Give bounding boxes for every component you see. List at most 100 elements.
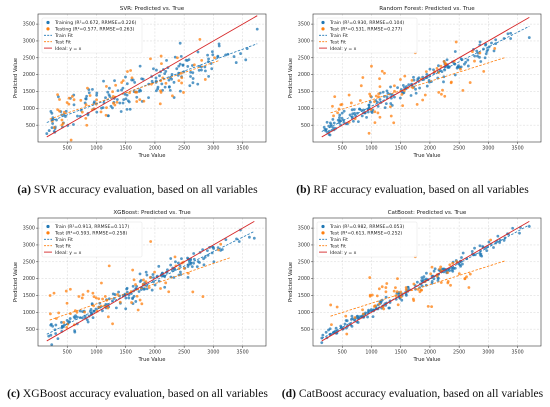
data-point [137,290,141,293]
data-point [97,297,101,301]
data-point [111,292,115,296]
data-point [119,110,123,113]
data-point [80,110,84,114]
data-point [383,71,386,75]
data-point [95,110,99,114]
x-tick-label: 2500 [178,350,190,356]
data-point [142,99,146,103]
data-point [189,262,192,266]
data-point [334,326,338,330]
data-point [388,306,391,310]
y-tick-label: 1500 [23,89,35,95]
data-point [449,81,453,85]
data-point [186,65,190,68]
data-point [147,96,150,100]
data-point [139,89,143,93]
series-group [320,220,531,345]
legend-marker [321,27,325,31]
y-axis-label: Predicted Value [13,58,19,98]
caption-svr: (a) SVR accuracy evaluation, based on al… [0,183,275,196]
data-point [392,289,396,293]
data-point [186,256,189,260]
data-point [121,86,125,90]
data-point [454,40,458,44]
fit-line [321,224,530,339]
fit-line [330,56,507,114]
data-point [368,100,372,104]
data-point [47,334,51,338]
data-point [76,114,79,118]
data-point [448,263,452,267]
data-point [216,54,220,58]
data-point [192,63,196,67]
data-point [423,93,427,97]
data-point [393,89,396,93]
data-point [192,252,196,255]
data-point [101,309,104,313]
data-point [58,98,61,101]
data-point [173,255,177,259]
data-point [64,115,67,118]
caption-text: SVR accuracy evaluation, based on all va… [30,183,258,196]
data-point [180,76,184,80]
legend-label: Train (R²=0.913, RRMSE=0.117) [54,224,129,230]
data-point [182,91,185,94]
data-point [244,58,248,62]
data-point [114,306,118,310]
data-point [48,312,52,316]
data-point [392,121,396,125]
data-point [414,91,418,95]
data-point [184,58,188,62]
data-point [373,121,377,125]
data-point [369,94,372,98]
data-point [106,306,110,310]
data-point [349,101,353,105]
data-point [85,318,89,322]
fit-line [330,260,507,317]
data-point [396,86,399,90]
legend-box [41,17,143,54]
data-point [389,85,392,89]
x-tick-label: 3000 [482,146,494,152]
data-point [239,52,242,55]
data-point [72,98,76,102]
data-point [65,101,69,104]
data-point [463,277,467,281]
data-point [147,286,151,289]
data-point [498,238,502,242]
data-point [461,262,464,266]
data-point [405,293,408,297]
data-point [165,58,168,62]
data-point [191,77,195,80]
data-point [115,100,119,104]
series-group [321,16,531,138]
data-point [101,297,104,301]
plot-frame [37,13,267,143]
data-point [368,293,372,297]
data-point [100,106,103,110]
data-point [189,75,192,78]
data-point [367,308,370,312]
data-point [445,58,449,62]
data-point [173,55,177,59]
x-tick-label: 1500 [395,146,407,152]
data-point [476,54,479,58]
data-point [356,120,360,124]
data-point [470,250,474,253]
data-point [399,290,403,294]
x-tick-label: 1000 [90,146,102,152]
data-point [104,96,107,100]
x-tick-label: 1500 [395,350,407,356]
data-point [366,110,370,114]
data-point [367,131,371,135]
data-point [155,68,158,72]
x-tick-label: 2500 [178,146,190,152]
data-point [64,289,68,293]
data-point [482,69,486,73]
data-point [375,294,379,298]
data-point [358,107,361,111]
data-point [145,273,149,277]
data-point [339,103,343,107]
data-point [211,53,215,57]
data-point [105,106,108,110]
